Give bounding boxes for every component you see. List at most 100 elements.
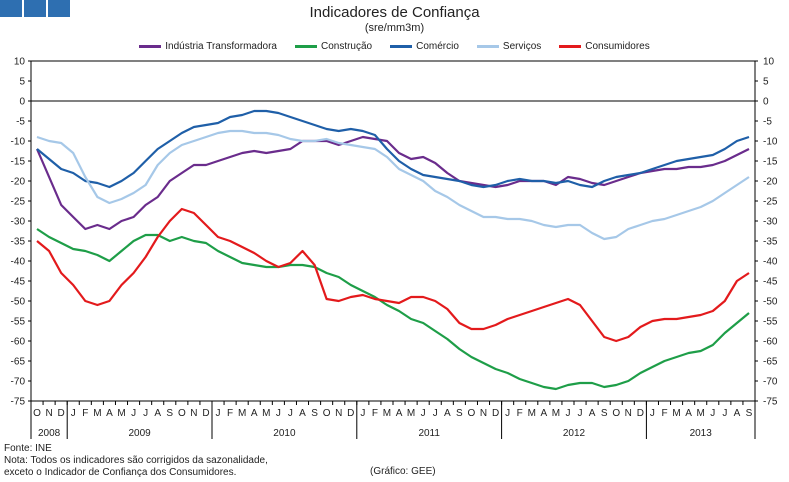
series-line <box>36 129 750 241</box>
x-month-label: J <box>578 408 583 419</box>
y-tick-label-left: -75 <box>11 397 26 408</box>
y-tick-label-left: -40 <box>11 257 26 268</box>
chart-subtitle: (sre/mm3m) <box>364 22 425 34</box>
logo <box>0 0 70 17</box>
x-month-label: J <box>131 408 136 419</box>
x-month-label: J <box>722 408 727 419</box>
x-month-label: M <box>383 408 391 419</box>
year-label: 2008 <box>38 428 61 439</box>
y-tick-label-right: -75 <box>763 397 778 408</box>
x-month-label: A <box>396 408 403 419</box>
y-tick-label-right: -55 <box>763 317 778 328</box>
legend-swatch <box>139 45 162 48</box>
x-month-label: N <box>625 408 632 419</box>
y-tick-label-right: -60 <box>763 337 778 348</box>
legend-label: Indústria Transformadora <box>165 41 277 52</box>
y-tick-label-right: -45 <box>763 277 778 288</box>
legend-label: Serviços <box>502 41 542 52</box>
x-month-label: S <box>456 408 463 419</box>
legend-item-consumidores: Consumidores <box>559 41 650 52</box>
x-month-label: F <box>227 408 233 419</box>
x-month-label: A <box>734 408 741 419</box>
year-label: 2009 <box>128 428 151 439</box>
x-month-label: A <box>589 408 596 419</box>
series-line <box>36 207 750 343</box>
x-month-label: M <box>672 408 680 419</box>
x-month-label: J <box>216 408 221 419</box>
x-month-label: J <box>565 408 570 419</box>
x-month-label: F <box>661 408 667 419</box>
x-month-label: O <box>323 408 331 419</box>
y-tick-label-left: 0 <box>19 97 25 108</box>
series-line <box>36 109 750 189</box>
x-month-label: S <box>166 408 173 419</box>
note-line-2: exceto o Indicador de Confiança dos Cons… <box>4 467 237 478</box>
chart-title: Indicadores de Confiança <box>309 4 480 21</box>
legend-item-comercio: Comércio <box>390 41 459 52</box>
y-tick-label-left: -20 <box>11 177 26 188</box>
y-tick-label-right: -35 <box>763 237 778 248</box>
y-tick-label-right: -20 <box>763 177 778 188</box>
legend-swatch <box>294 45 317 48</box>
x-month-label: S <box>311 408 318 419</box>
legend-swatch <box>476 45 499 48</box>
x-month-label: J <box>421 408 426 419</box>
x-month-label: M <box>528 408 536 419</box>
credit-text: (Gráfico: GEE) <box>370 466 436 477</box>
x-month-label: J <box>710 408 715 419</box>
x-month-label: J <box>288 408 293 419</box>
y-tick-label-right: 0 <box>763 97 769 108</box>
x-month-label: M <box>552 408 560 419</box>
x-month-label: D <box>492 408 499 419</box>
y-tick-label-left: -15 <box>11 157 26 168</box>
x-month-label: J <box>650 408 655 419</box>
y-tick-label-left: -50 <box>11 297 26 308</box>
y-tick-label-left: -70 <box>11 377 26 388</box>
note-line-1: Nota: Todos os indicadores são corrigido… <box>4 455 268 466</box>
y-tick-label-left: -60 <box>11 337 26 348</box>
year-label: 2012 <box>563 428 586 439</box>
y-tick-label-right: -15 <box>763 157 778 168</box>
x-month-label: F <box>517 408 523 419</box>
x-month-label: D <box>637 408 644 419</box>
x-month-label: A <box>106 408 113 419</box>
logo-square-3 <box>48 0 70 17</box>
x-month-label: F <box>372 408 378 419</box>
y-tick-label-right: -30 <box>763 217 778 228</box>
legend-item-servicos: Serviços <box>476 41 542 52</box>
y-tick-label-right: -10 <box>763 137 778 148</box>
y-tick-label-right: -25 <box>763 197 778 208</box>
legend-swatch <box>390 45 413 48</box>
x-month-label: F <box>82 408 88 419</box>
y-tick-label-right: 5 <box>763 77 769 88</box>
x-month-label: J <box>276 408 281 419</box>
x-month-label: J <box>71 408 76 419</box>
x-month-label: M <box>93 408 101 419</box>
x-month-label: M <box>262 408 270 419</box>
y-tick-label-left: -30 <box>11 217 26 228</box>
x-month-label: J <box>143 408 148 419</box>
x-month-label: N <box>480 408 487 419</box>
x-month-label: O <box>468 408 476 419</box>
year-label: 2011 <box>418 428 440 439</box>
x-month-label: S <box>601 408 608 419</box>
year-label: 2010 <box>273 428 296 439</box>
y-tick-label-left: -25 <box>11 197 26 208</box>
legend: Indústria Transformadora Construção Comé… <box>0 41 789 52</box>
logo-square-1 <box>0 0 22 17</box>
y-tick-label-right: 10 <box>763 57 775 68</box>
y-tick-label-right: -40 <box>763 257 778 268</box>
x-month-label: A <box>685 408 692 419</box>
logo-square-2 <box>24 0 46 17</box>
source-text: Fonte: INE <box>4 443 52 454</box>
x-month-label: J <box>360 408 365 419</box>
x-month-label: A <box>299 408 306 419</box>
y-tick-label-left: -35 <box>11 237 26 248</box>
y-tick-label-left: -55 <box>11 317 26 328</box>
y-tick-label-left: 10 <box>14 57 26 68</box>
legend-item-construcao: Construção <box>294 41 372 52</box>
y-tick-label-right: -50 <box>763 297 778 308</box>
x-month-label: M <box>697 408 705 419</box>
x-month-label: M <box>238 408 246 419</box>
